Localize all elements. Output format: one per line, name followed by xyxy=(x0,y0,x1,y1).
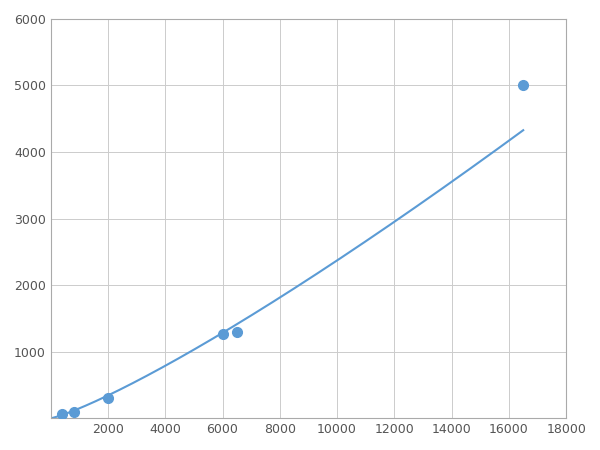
Point xyxy=(518,82,528,89)
Point xyxy=(218,330,227,338)
Point xyxy=(58,411,67,418)
Point xyxy=(103,394,113,401)
Point xyxy=(232,329,242,336)
Point xyxy=(69,408,79,415)
